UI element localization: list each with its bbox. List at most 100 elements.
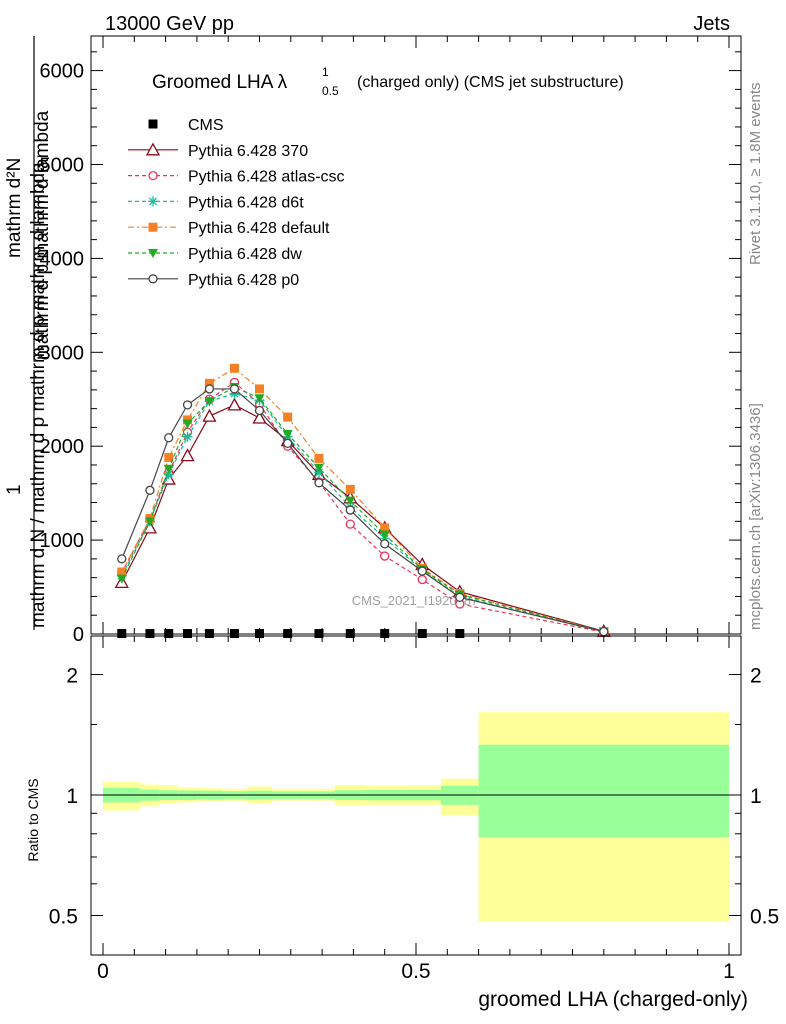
x-tick-label: 0 [97, 960, 109, 983]
data-point [148, 222, 158, 232]
data-point [145, 485, 155, 495]
series-line [121, 381, 604, 633]
y-tick-label: 0 [73, 624, 84, 646]
data-point [180, 448, 195, 462]
data-point [380, 551, 390, 561]
legend-entry: Pythia 6.428 default [128, 220, 330, 237]
legend-entry: Pythia 6.428 dw [128, 246, 302, 263]
legend-label: Pythia 6.428 dw [188, 246, 302, 263]
mcplots-credit: mcplots.cern.ch [arXiv:1306.3436] [747, 403, 764, 630]
stat-uncertainty-band [478, 744, 729, 838]
data-point [345, 629, 355, 639]
data-point [345, 519, 355, 529]
data-point [163, 464, 174, 474]
y-tick-label: 2000 [40, 436, 85, 458]
data-point [283, 412, 293, 422]
data-point [164, 452, 174, 462]
header-energy: 13000 GeV pp [105, 13, 234, 35]
legend-label: Pythia 6.428 default [188, 220, 330, 237]
legend-label: CMS [188, 117, 224, 134]
data-point [599, 627, 609, 637]
title-sup: 1 [322, 65, 329, 79]
data-point [204, 384, 215, 394]
data-point [182, 400, 193, 410]
data-point [254, 394, 265, 404]
data-point [314, 478, 324, 488]
legend-entry: Pythia 6.428 p0 [128, 272, 299, 289]
legend-label: Pythia 6.428 atlas-csc [188, 169, 345, 186]
ratio-y-tick-label: 1 [66, 785, 78, 808]
data-point [380, 629, 390, 639]
legend-entry: CMS [148, 117, 224, 134]
series-line [121, 386, 604, 633]
data-point [145, 629, 155, 639]
data-point [314, 629, 324, 639]
ylabel-one: 1 [4, 484, 25, 495]
series-6 [117, 384, 609, 637]
data-point [314, 453, 324, 463]
series-line [121, 367, 604, 633]
data-point [345, 484, 355, 494]
ratio-y-tick-label: 0.5 [49, 906, 78, 929]
ratio-y-tick-label: 2 [66, 665, 78, 688]
data-point [254, 405, 265, 416]
chart-title: Groomed LHA λ 1 0.5 (charged only) (CMS … [152, 65, 624, 98]
series-0 [117, 629, 465, 639]
data-point [380, 523, 390, 533]
ratio-y-label: Ratio to CMS [25, 778, 41, 861]
data-point [283, 438, 293, 449]
data-point [163, 469, 174, 480]
ylabel-top: mathrm d²N [4, 158, 25, 258]
data-point [117, 567, 127, 577]
y-tick-label: 1000 [40, 530, 85, 552]
data-point [182, 431, 193, 442]
series-2 [117, 377, 609, 637]
series-layer [114, 363, 611, 639]
data-point [148, 249, 158, 258]
data-point [417, 566, 427, 576]
data-point [345, 496, 356, 506]
legend-label: Pythia 6.428 p0 [188, 272, 299, 289]
y-tick-label: 6000 [40, 61, 85, 83]
data-point [204, 397, 215, 407]
title-main: Groomed LHA λ [152, 72, 288, 93]
data-point [313, 463, 324, 473]
legend-entry: Pythia 6.428 d6t [128, 194, 304, 211]
x-axis-label: groomed LHA (charged-only) [478, 988, 748, 1011]
data-point [148, 274, 158, 284]
legend-label: Pythia 6.428 d6t [188, 194, 304, 211]
main-y-label: mathrm d²N mathrm d p mathrm d lambda 1 … [4, 36, 53, 630]
data-point [204, 378, 214, 388]
data-point [282, 429, 293, 439]
y-tick-label: 4000 [40, 248, 85, 270]
ratio-y-tick-label-right: 2 [750, 665, 762, 688]
data-point [379, 530, 390, 540]
data-point [148, 170, 158, 181]
data-point [204, 629, 214, 639]
data-point [229, 388, 240, 399]
data-point [148, 196, 158, 207]
rivet-version: Rivet 3.1.10, ≥ 1.8M events [747, 83, 764, 266]
title-rest: (charged only) (CMS jet substructure) [357, 74, 624, 91]
data-point [455, 592, 465, 603]
data-point [255, 384, 264, 394]
data-point [417, 629, 427, 639]
data-point [144, 517, 155, 527]
legend-entry: Pythia 6.428 370 [128, 142, 308, 160]
x-tick-label: 0.5 [401, 960, 430, 983]
main-y-axis: 0 1000 2000 3000 4000 5000 6000 [40, 51, 741, 646]
data-point [380, 539, 390, 549]
data-point [117, 554, 127, 564]
data-point [283, 629, 293, 639]
header-jets: Jets [693, 13, 730, 35]
data-point [455, 629, 465, 639]
ylabel-bottom: mathrm d N / mathrm d p mathrm d p mathr… [28, 162, 49, 628]
title-sub: 0.5 [322, 84, 339, 98]
ratio-y-tick-label-right: 0.5 [750, 906, 779, 929]
data-point [183, 629, 193, 639]
data-point [229, 384, 240, 394]
data-point [255, 629, 264, 639]
data-point [145, 142, 161, 156]
ratio-y-axis: 0.5 0.5 1 1 2 2 [49, 665, 779, 929]
